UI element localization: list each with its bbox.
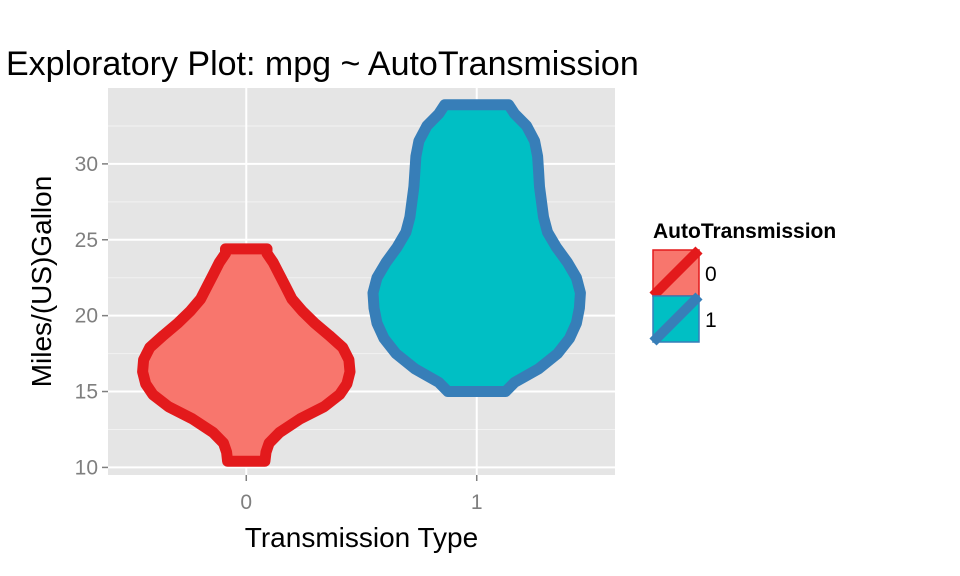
violin-0 bbox=[137, 243, 356, 467]
legend: AutoTransmission 01 bbox=[649, 220, 836, 346]
legend-keys: 01 bbox=[649, 246, 717, 346]
legend-label-1: 1 bbox=[705, 309, 717, 332]
violin-1 bbox=[367, 99, 586, 397]
x-tick-label: 0 bbox=[240, 491, 252, 514]
y-tick-label: 10 bbox=[75, 456, 98, 479]
y-tick-label: 15 bbox=[75, 381, 98, 404]
legend-title: AutoTransmission bbox=[653, 220, 836, 243]
x-tick-label: 1 bbox=[471, 491, 483, 514]
y-tick-label: 25 bbox=[75, 229, 98, 252]
legend-label-0: 0 bbox=[705, 263, 717, 286]
y-tick-label: 30 bbox=[75, 153, 98, 176]
y-axis-title: Miles/(US)Gallon bbox=[26, 176, 57, 388]
y-axis: 10 15 20 25 30 bbox=[75, 153, 108, 479]
x-axis-title: Transmission Type bbox=[245, 522, 478, 553]
legend-key-stroke-1 bbox=[649, 292, 703, 346]
violins bbox=[137, 99, 586, 467]
legend-key-stroke-0 bbox=[649, 246, 703, 300]
y-tick-label: 20 bbox=[75, 305, 98, 328]
chart-title: Exploratory Plot: mpg ~ AutoTransmission bbox=[6, 45, 639, 83]
